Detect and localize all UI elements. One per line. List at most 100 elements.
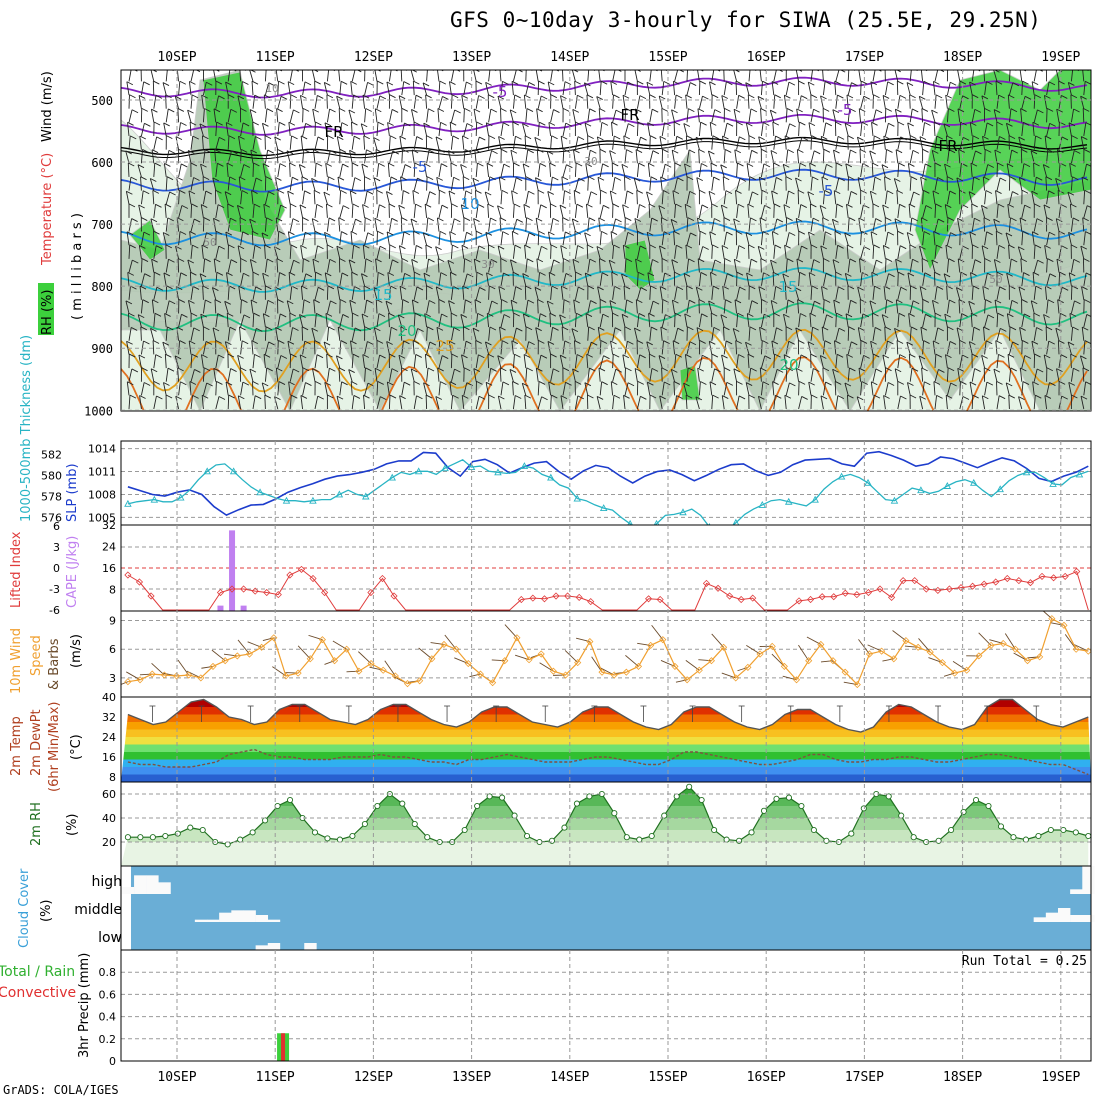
wind-speed-marker <box>768 642 776 650</box>
wind-barb <box>302 81 306 96</box>
surface-wind-barb <box>125 671 141 681</box>
wind-barb <box>661 81 665 96</box>
wind-barb-flag <box>860 340 868 344</box>
wind-barb <box>388 285 391 300</box>
wind-barb-flag <box>861 272 869 276</box>
wind-barb-flag <box>1007 353 1015 358</box>
wind-barb-flag <box>417 328 424 332</box>
wind-barb-flag <box>736 380 743 385</box>
wind-barb-flag <box>677 177 684 182</box>
wind-barb <box>188 300 192 314</box>
wind-barb-flag <box>811 135 818 140</box>
wind-barb-flag <box>1035 285 1042 290</box>
wind-barb <box>697 108 700 123</box>
wind-barb <box>981 95 986 109</box>
wind-barb-flag <box>275 177 282 181</box>
wind-barb-flag <box>1080 395 1088 400</box>
wind-barb-flag <box>933 231 940 235</box>
wind-speed-marker <box>452 645 460 653</box>
wind-barb <box>473 108 477 123</box>
wind-barb <box>199 123 204 137</box>
wind-barb-flag <box>336 245 344 250</box>
wind-barb <box>696 177 700 191</box>
lifted-index-marker <box>957 584 965 592</box>
wind-barb <box>897 395 901 410</box>
wind-barb-flag <box>919 95 926 100</box>
wind-barb <box>648 313 651 328</box>
isotherm-label: -5 <box>838 101 853 119</box>
surface-wind-barb <box>346 670 359 673</box>
wind-barb <box>819 355 824 369</box>
wind-barb-flag <box>613 94 620 99</box>
wind-barb <box>748 108 752 123</box>
wind-barb <box>374 108 378 123</box>
wind-barb <box>932 300 936 314</box>
wind-barb-flag <box>757 96 765 100</box>
wind-barb-flag <box>212 327 220 332</box>
wind-barb <box>275 327 279 341</box>
wind-barb <box>984 299 986 314</box>
wind-barb-flag <box>897 80 904 85</box>
wind-barb <box>1033 244 1036 259</box>
wind-speed-marker <box>197 674 205 682</box>
wind-barb-flag <box>473 368 481 372</box>
wind-speed-marker <box>501 657 509 665</box>
wind-barb <box>922 163 926 178</box>
wind-barb <box>438 96 443 109</box>
wind-barb <box>711 327 715 341</box>
wind-barb <box>587 108 591 123</box>
wind-barb-flag <box>141 217 148 221</box>
wind-barb <box>636 190 638 205</box>
wind-barb <box>945 395 948 410</box>
wind-barb <box>1031 231 1035 246</box>
wind-barb-flag <box>189 121 197 126</box>
wind-barb-flag <box>1081 176 1089 181</box>
wind-barb <box>696 327 700 341</box>
wind-barb <box>475 396 480 410</box>
wind-barb-flag <box>689 341 697 346</box>
wind-barb <box>922 190 924 205</box>
wind-barb <box>649 327 652 341</box>
wind-barb <box>661 231 665 246</box>
wind-barb-flag <box>684 163 691 168</box>
wind-barb <box>745 82 750 96</box>
wind-barb-flag <box>1080 355 1087 360</box>
wind-barb-flag <box>267 149 274 154</box>
wind-barb <box>461 354 465 369</box>
rh-marker <box>760 807 768 814</box>
wind-barb <box>138 95 142 109</box>
wind-barb-flag <box>398 95 406 100</box>
wind-barb-flag <box>759 326 766 331</box>
wind-barb <box>524 245 527 259</box>
wind-barb-flag <box>960 271 968 276</box>
wind-barb-flag <box>566 164 573 169</box>
wind-barb <box>1080 396 1085 410</box>
wind-barb-flag <box>801 95 808 100</box>
wind-barb-flag <box>575 162 583 167</box>
lifted-index-marker <box>922 585 930 593</box>
wind-barb <box>983 326 986 341</box>
wind-barb-flag <box>911 326 918 331</box>
wind-barb-flag <box>821 326 829 331</box>
wind-barb <box>550 368 554 382</box>
lifted-index-marker <box>980 580 988 588</box>
wind-barb <box>596 96 601 109</box>
wind-barb-flag <box>819 205 827 209</box>
wind-barb <box>463 273 468 287</box>
wind-barb-flag <box>127 121 134 126</box>
wind-barb <box>870 231 874 246</box>
wind-barb-flag <box>699 80 707 85</box>
wind-barb <box>252 354 255 369</box>
wind-barb <box>137 164 142 178</box>
wind-barb <box>810 176 813 191</box>
rh-marker <box>187 824 194 831</box>
wind-barb-flag <box>237 205 244 209</box>
wind-barb-flag <box>228 135 236 140</box>
wind-barb-flag <box>241 148 248 153</box>
wind-barb-flag <box>279 272 286 276</box>
wind-barb-flag <box>673 230 680 235</box>
wind-barb-flag <box>563 299 571 304</box>
wind-barb-flag <box>398 204 405 209</box>
wind-barb-flag <box>899 245 907 250</box>
wind-barb-flag <box>536 258 544 263</box>
